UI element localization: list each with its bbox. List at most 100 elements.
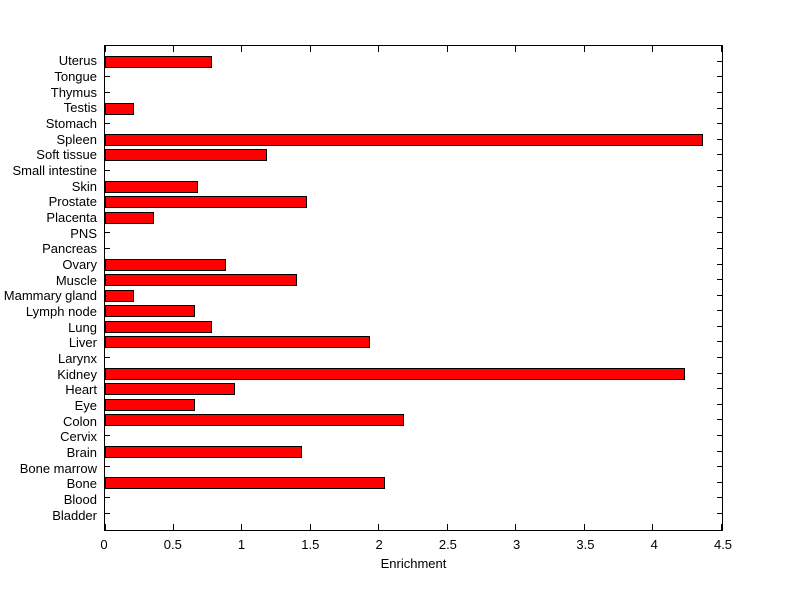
y-tick-left-icon	[105, 232, 110, 234]
bar-row-cervix	[105, 428, 722, 444]
bar-row-placenta	[105, 210, 722, 226]
bar-row-lung	[105, 319, 722, 335]
bar-row-muscle	[105, 272, 722, 288]
y-tick-left-icon	[105, 513, 110, 515]
bar-colon	[105, 414, 404, 427]
y-tick-right-icon	[717, 60, 722, 62]
category-label-mammary-gland: Mammary gland	[3, 288, 97, 304]
bar-row-stomach	[105, 116, 722, 132]
category-label-bladder: Bladder	[52, 507, 97, 523]
category-label-small-intestine: Small intestine	[12, 163, 97, 179]
bar-row-pancreas	[105, 241, 722, 257]
category-label-soft-tissue: Soft tissue	[36, 147, 97, 163]
bar-row-lymph-node	[105, 304, 722, 320]
x-tick-top-icon	[309, 46, 311, 52]
y-tick-right-icon	[717, 154, 722, 156]
x-tick-bottom-icon	[105, 524, 106, 530]
x-tick-bottom-icon	[721, 524, 722, 530]
bar-uterus	[105, 55, 212, 68]
x-tick-label-0.5: 0.5	[163, 537, 182, 552]
bar-row-small-intestine	[105, 163, 722, 179]
category-label-uterus: Uterus	[58, 53, 97, 69]
y-tick-right-icon	[717, 169, 722, 171]
y-tick-left-icon	[105, 466, 110, 468]
y-tick-left-icon	[105, 91, 110, 93]
x-tick-top-icon	[652, 46, 654, 52]
bar-row-spleen	[105, 132, 722, 148]
y-tick-right-icon	[717, 403, 722, 405]
y-tick-right-icon	[717, 138, 722, 140]
plot-area	[104, 45, 723, 531]
x-tick-top-icon	[172, 46, 174, 52]
bar-row-thymus	[105, 85, 722, 101]
category-label-kidney: Kidney	[57, 366, 97, 382]
x-tick-label-4: 4	[650, 537, 658, 552]
category-label-liver: Liver	[68, 335, 97, 351]
x-tick-bottom-icon	[446, 524, 448, 530]
category-label-brain: Brain	[66, 445, 97, 461]
bar-row-pns	[105, 226, 722, 242]
y-tick-right-icon	[717, 185, 722, 187]
category-label-eye: Eye	[74, 398, 97, 414]
x-tick-label-1: 1	[237, 537, 246, 552]
category-label-prostate: Prostate	[48, 194, 97, 210]
y-tick-right-icon	[717, 466, 722, 468]
category-label-skin: Skin	[71, 178, 97, 194]
y-tick-right-icon	[717, 294, 722, 296]
x-tick-bottom-icon	[515, 524, 517, 530]
category-label-muscle: Muscle	[55, 272, 97, 288]
y-tick-left-icon	[105, 357, 110, 359]
category-label-thymus: Thymus	[50, 84, 97, 100]
bar-spleen	[105, 133, 703, 146]
x-tick-bottom-icon	[172, 524, 174, 530]
bar-heart	[105, 383, 236, 396]
x-tick-top-icon	[241, 46, 243, 52]
x-tick-top-icon	[446, 46, 448, 52]
y-tick-right-icon	[717, 357, 722, 359]
y-tick-right-icon	[717, 91, 722, 93]
x-tick-bottom-icon	[378, 524, 380, 530]
y-tick-right-icon	[717, 419, 722, 421]
x-tick-top-icon	[515, 46, 517, 52]
bar-row-blood	[105, 491, 722, 507]
bar-lymph-node	[105, 305, 196, 318]
bar-skin	[105, 180, 199, 193]
y-tick-right-icon	[717, 247, 722, 249]
x-tick-label-3: 3	[513, 537, 521, 552]
category-label-pancreas: Pancreas	[42, 241, 97, 257]
bar-bone	[105, 476, 385, 489]
category-label-tongue: Tongue	[54, 69, 97, 84]
x-tick-label-3.5: 3.5	[576, 537, 595, 552]
bar-row-bladder	[105, 506, 722, 522]
category-label-blood: Blood	[63, 492, 97, 508]
y-tick-right-icon	[717, 216, 722, 218]
bar-brain	[105, 445, 303, 458]
bar-rows	[105, 46, 722, 530]
y-axis-labels: Uterus Tongue Thymus Testis Stomach Spleen Sof…	[0, 45, 97, 531]
y-tick-right-icon	[717, 481, 722, 483]
bar-row-liver	[105, 335, 722, 351]
bar-placenta	[105, 211, 155, 224]
y-tick-right-icon	[717, 123, 722, 125]
bar-row-uterus	[105, 54, 722, 70]
y-tick-right-icon	[717, 372, 722, 374]
x-tick-bottom-icon	[652, 524, 654, 530]
x-tick-label-1.5: 1.5	[301, 537, 320, 552]
x-tick-top-icon	[721, 46, 722, 52]
y-tick-right-icon	[717, 76, 722, 78]
y-tick-right-icon	[717, 279, 722, 281]
bar-row-larynx	[105, 350, 722, 366]
y-tick-left-icon	[105, 123, 110, 125]
category-label-larynx: Larynx	[57, 351, 97, 367]
category-label-placenta: Placenta	[46, 210, 97, 226]
x-tick-label-2: 2	[375, 537, 383, 552]
category-label-ovary: Ovary	[62, 257, 97, 273]
y-tick-right-icon	[717, 232, 722, 234]
category-label-cervix: Cervix	[60, 429, 97, 445]
bar-soft-tissue	[105, 149, 267, 162]
bar-testis	[105, 102, 134, 115]
x-tick-label-0: 0	[100, 537, 108, 552]
y-tick-right-icon	[717, 435, 722, 437]
category-label-lymph-node: Lymph node	[25, 304, 97, 320]
y-tick-left-icon	[105, 76, 110, 78]
